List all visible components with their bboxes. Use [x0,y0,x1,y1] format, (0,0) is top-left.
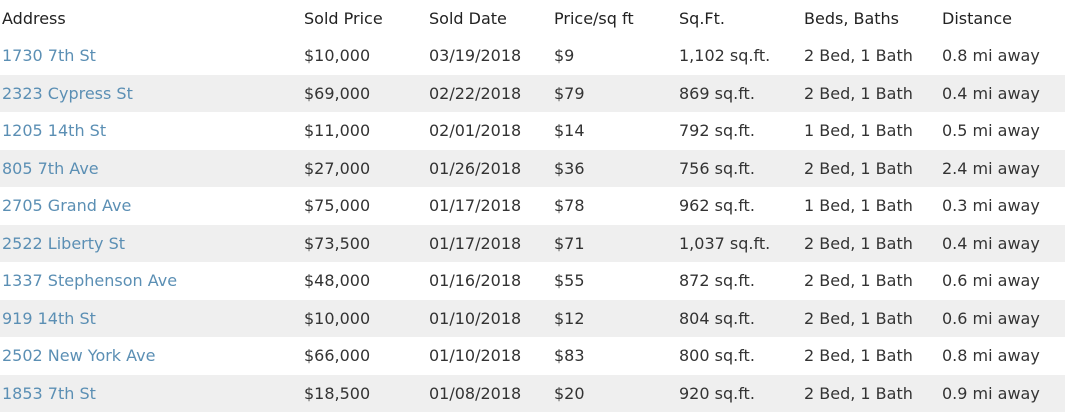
table-cell: $10,000 [302,299,427,337]
table-cell: 2 Bed, 1 Bath [802,262,940,300]
table-cell: 0.4 mi away [940,224,1065,262]
table-cell: $18,500 [302,374,427,412]
table-cell: 01/17/2018 [427,187,552,225]
table-cell: 962 sq.ft. [677,187,802,225]
table-cell: 1 Bed, 1 Bath [802,187,940,225]
address-link[interactable]: 1337 Stephenson Ave [0,262,302,300]
table-cell: 792 sq.ft. [677,112,802,150]
table-cell: 02/01/2018 [427,112,552,150]
table-cell: 0.6 mi away [940,262,1065,300]
table-cell: $12 [552,299,677,337]
table-cell: 0.8 mi away [940,337,1065,375]
table-cell: 01/17/2018 [427,224,552,262]
table-cell: $36 [552,149,677,187]
table-cell: 1 Bed, 1 Bath [802,112,940,150]
table-cell: 01/08/2018 [427,374,552,412]
table-row: 1853 7th St $18,500 01/08/2018 $20 920 sq.ft… [0,374,1065,412]
table-cell: 01/16/2018 [427,262,552,300]
table-row: 1730 7th St $10,000 03/19/2018 $9 1,102 sq.f… [0,37,1065,75]
column-header: Price/sq ft [554,9,634,28]
address-link[interactable]: 2323 Cypress St [0,74,302,112]
table-cell: 03/19/2018 [427,37,552,75]
table-cell: 756 sq.ft. [677,149,802,187]
table-cell: 01/10/2018 [427,299,552,337]
table-cell: 0.8 mi away [940,37,1065,75]
address-link[interactable]: 919 14th St [0,299,302,337]
table-row: 2323 Cypress St $69,000 02/22/2018 $79 869 s… [0,74,1065,112]
table-cell: $11,000 [302,112,427,150]
table-row: 2705 Grand Ave $75,000 01/17/2018 $78 962 sq… [0,187,1065,225]
column-header: Sold Date [429,9,507,28]
table-cell: $20 [552,374,677,412]
table-cell: 2 Bed, 1 Bath [802,299,940,337]
table-cell: 2.4 mi away [940,149,1065,187]
address-link[interactable]: 2522 Liberty St [0,224,302,262]
table-cell: $27,000 [302,149,427,187]
table-cell: 869 sq.ft. [677,74,802,112]
header-row: Address Sold Price Sold Date Price/sq ft Sq.… [0,0,1065,37]
table-cell: $48,000 [302,262,427,300]
table-row: 2502 New York Ave $66,000 01/10/2018 $83 800… [0,337,1065,375]
table-cell: $69,000 [302,74,427,112]
table-cell: $79 [552,74,677,112]
table-cell: 1,102 sq.ft. [677,37,802,75]
table-body: 1730 7th St $10,000 03/19/2018 $9 1,102 sq.f… [0,37,1065,412]
table-cell: 1,037 sq.ft. [677,224,802,262]
table-cell: 0.5 mi away [940,112,1065,150]
table-row: 1205 14th St $11,000 02/01/2018 $14 792 sq.f… [0,112,1065,150]
table-cell: 0.6 mi away [940,299,1065,337]
address-link[interactable]: 1205 14th St [0,112,302,150]
table-cell: $78 [552,187,677,225]
address-link[interactable]: 805 7th Ave [0,149,302,187]
table-cell: 2 Bed, 1 Bath [802,37,940,75]
table-cell: $66,000 [302,337,427,375]
address-link[interactable]: 1853 7th St [0,374,302,412]
table-cell: 920 sq.ft. [677,374,802,412]
table-cell: $75,000 [302,187,427,225]
table-cell: 800 sq.ft. [677,337,802,375]
column-header: Sold Price [304,9,383,28]
table-cell: $10,000 [302,37,427,75]
table-cell: $9 [552,37,677,75]
address-link[interactable]: 2705 Grand Ave [0,187,302,225]
table-cell: $55 [552,262,677,300]
table-cell: 01/10/2018 [427,337,552,375]
table-cell: 01/26/2018 [427,149,552,187]
table-cell: 02/22/2018 [427,74,552,112]
table-cell: 2 Bed, 1 Bath [802,337,940,375]
table-row: 2522 Liberty St $73,500 01/17/2018 $71 1,037… [0,224,1065,262]
table-cell: 2 Bed, 1 Bath [802,374,940,412]
column-header: Sq.Ft. [679,9,725,28]
table-cell: $71 [552,224,677,262]
address-link[interactable]: 2502 New York Ave [0,337,302,375]
column-header: Address [2,9,66,28]
table-row: 919 14th St $10,000 01/10/2018 $12 804 sq.ft… [0,299,1065,337]
column-header: Beds, Baths [804,9,900,28]
table-cell: 2 Bed, 1 Bath [802,224,940,262]
table-cell: 2 Bed, 1 Bath [802,74,940,112]
address-link[interactable]: 1730 7th St [0,37,302,75]
table-row: 1337 Stephenson Ave $48,000 01/16/2018 $55 8… [0,262,1065,300]
table-cell: 872 sq.ft. [677,262,802,300]
table-cell: 0.9 mi away [940,374,1065,412]
table-row: 805 7th Ave $27,000 01/26/2018 $36 756 sq.ft… [0,149,1065,187]
column-header: Distance [942,9,1012,28]
table-cell: 0.4 mi away [940,74,1065,112]
table-cell: $83 [552,337,677,375]
table-cell: $14 [552,112,677,150]
table-cell: $73,500 [302,224,427,262]
table-cell: 2 Bed, 1 Bath [802,149,940,187]
table-cell: 804 sq.ft. [677,299,802,337]
table-cell: 0.3 mi away [940,187,1065,225]
